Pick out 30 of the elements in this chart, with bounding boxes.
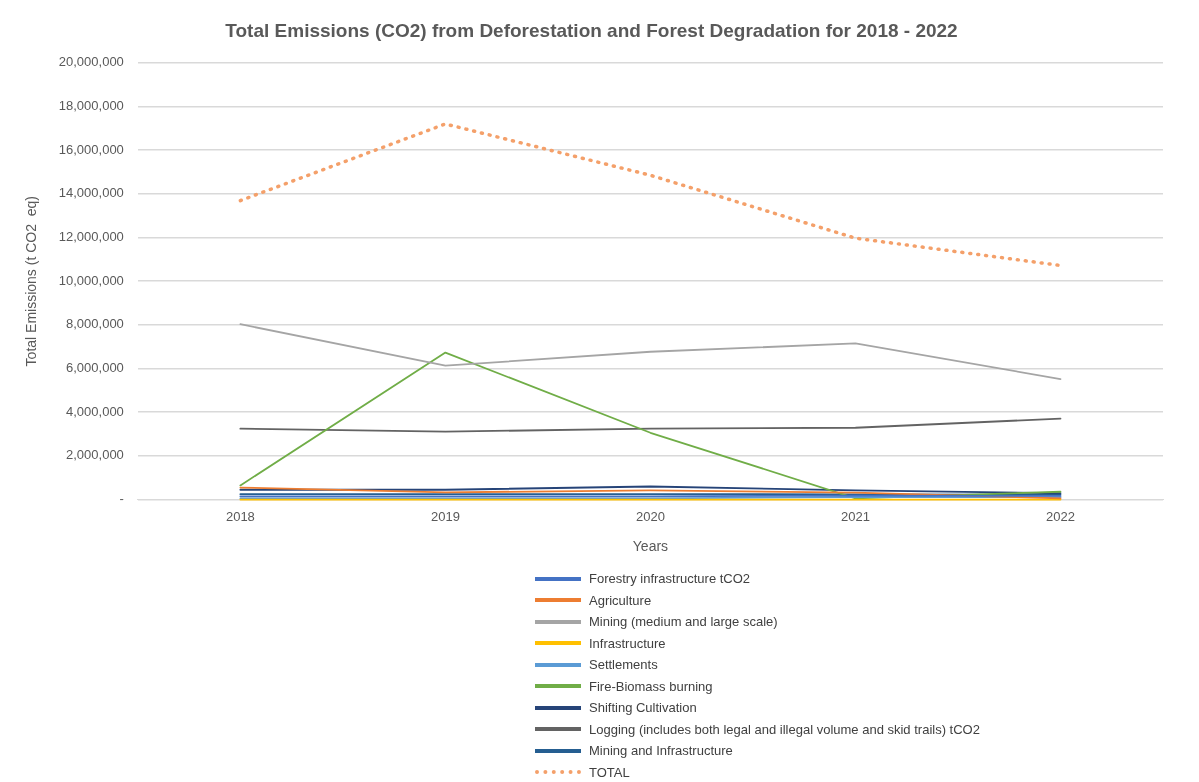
y-tick-label: - <box>119 491 124 507</box>
legend-label: Shifting Cultivation <box>589 700 697 716</box>
x-tick-label: 2018 <box>225 508 255 524</box>
x-tick-label: 2019 <box>430 508 460 524</box>
x-tick-label: 2022 <box>1046 508 1075 524</box>
legend-label: Infrastructure <box>589 635 666 651</box>
y-tick-label: 8,000,000 <box>66 316 124 332</box>
y-tick-label: 10,000,000 <box>58 272 124 288</box>
x-tick-label: 2021 <box>841 508 870 524</box>
legend-label: Fire-Biomass burning <box>589 678 713 694</box>
y-tick-label: 12,000,000 <box>58 229 124 245</box>
chart-title: Total Emissions (CO2) from Deforestation and Forest Degradation for 2018 - 2022 <box>225 19 958 41</box>
y-tick-label: 20,000,000 <box>58 54 124 70</box>
legend-label: Mining (medium and large scale) <box>589 614 778 630</box>
legend-label: Forestry infrastructure tCO2 <box>589 571 751 587</box>
x-tick-label: 2020 <box>635 508 665 524</box>
line-series <box>238 122 1063 268</box>
legend-label: Agriculture <box>589 592 652 608</box>
y-tick-label: 14,000,000 <box>58 185 124 201</box>
legend-label: Settlements <box>589 657 658 673</box>
legend-label: TOTAL <box>589 764 630 780</box>
x-axis-title: Years <box>632 538 669 555</box>
legend-label: Mining and Infrastructure <box>589 743 733 759</box>
y-tick-label: 16,000,000 <box>58 141 124 157</box>
y-tick-label: 2,000,000 <box>66 447 124 463</box>
y-tick-label: 18,000,000 <box>58 98 124 114</box>
y-tick-label: 6,000,000 <box>66 360 124 376</box>
y-axis-title: Total Emissions (t CO2 eq) <box>23 196 40 367</box>
y-tick-label: 4,000,000 <box>66 403 124 419</box>
legend-label: Logging (includes both legal and illegal volume and skid trails) tCO2 <box>589 721 980 737</box>
